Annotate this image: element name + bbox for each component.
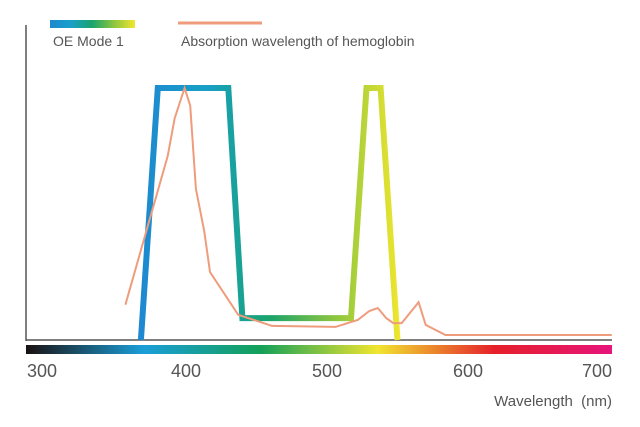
spectrum-bar — [26, 345, 612, 354]
x-tick-label: 600 — [453, 361, 483, 381]
x-tick-label: 500 — [312, 361, 342, 381]
series-hemoglobin — [124, 84, 612, 336]
legend: OE Mode 1 Absorption wavelength of hemog… — [50, 20, 415, 49]
legend-label-oe-mode: OE Mode 1 — [53, 33, 124, 49]
series-oe-mode-1 — [137, 85, 401, 341]
x-tick-label: 700 — [582, 361, 612, 381]
x-tick-labels: 300 400 500 600 700 — [27, 361, 612, 381]
x-axis-label: Wavelength (nm) — [494, 393, 612, 410]
x-tick-label: 300 — [27, 361, 57, 381]
x-tick-label: 400 — [171, 361, 201, 381]
legend-swatch-oe-mode — [50, 20, 135, 28]
legend-label-hemoglobin: Absorption wavelength of hemoglobin — [181, 33, 415, 49]
